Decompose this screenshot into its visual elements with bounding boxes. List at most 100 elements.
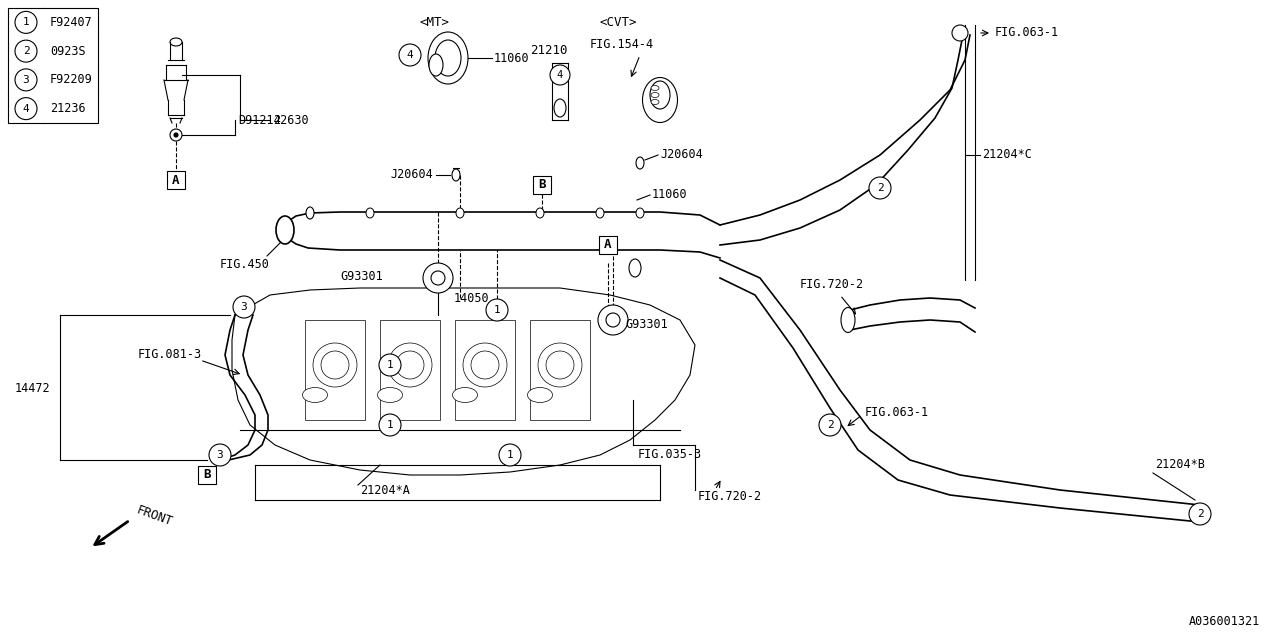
Ellipse shape — [652, 99, 659, 104]
Circle shape — [952, 25, 968, 41]
Text: 2: 2 — [23, 46, 29, 56]
Text: FIG.081-3: FIG.081-3 — [138, 349, 202, 362]
Ellipse shape — [841, 307, 855, 333]
Ellipse shape — [636, 157, 644, 169]
Circle shape — [598, 305, 628, 335]
Bar — [166, 171, 186, 189]
Text: B: B — [539, 179, 545, 191]
Text: FIG.035-3: FIG.035-3 — [637, 449, 703, 461]
Text: 4: 4 — [557, 70, 563, 80]
Text: J20604: J20604 — [660, 148, 703, 161]
Ellipse shape — [650, 81, 669, 109]
Ellipse shape — [628, 259, 641, 277]
Bar — [305, 320, 365, 420]
Text: 1: 1 — [507, 450, 513, 460]
Circle shape — [379, 354, 401, 376]
Bar — [532, 176, 550, 194]
Bar — [380, 320, 440, 420]
Circle shape — [15, 40, 37, 62]
Text: A: A — [604, 239, 612, 252]
Text: 1: 1 — [387, 360, 393, 370]
Text: A036001321: A036001321 — [1189, 615, 1260, 628]
Circle shape — [431, 271, 445, 285]
Text: 2: 2 — [877, 183, 883, 193]
Text: FIG.720-2: FIG.720-2 — [800, 278, 864, 291]
Ellipse shape — [302, 387, 328, 403]
Circle shape — [396, 351, 424, 379]
Ellipse shape — [453, 387, 477, 403]
Circle shape — [209, 444, 230, 466]
Bar — [8, 8, 99, 123]
Ellipse shape — [636, 208, 644, 218]
Ellipse shape — [452, 169, 460, 181]
Text: FRONT: FRONT — [134, 504, 174, 529]
Text: 14050: 14050 — [454, 291, 490, 305]
Text: J20604: J20604 — [390, 168, 433, 182]
Ellipse shape — [428, 32, 468, 84]
Text: 3: 3 — [216, 450, 224, 460]
Ellipse shape — [652, 93, 659, 97]
Circle shape — [15, 98, 37, 120]
Circle shape — [1189, 503, 1211, 525]
Ellipse shape — [554, 99, 566, 117]
Circle shape — [233, 296, 255, 318]
Text: F92407: F92407 — [50, 16, 92, 29]
Circle shape — [550, 65, 570, 85]
Text: 21204*A: 21204*A — [360, 483, 410, 497]
Ellipse shape — [596, 208, 604, 218]
Ellipse shape — [378, 387, 402, 403]
Ellipse shape — [306, 207, 314, 219]
Ellipse shape — [435, 40, 461, 76]
Text: 21236: 21236 — [50, 102, 86, 115]
Text: 14472: 14472 — [15, 381, 51, 394]
Text: 4: 4 — [407, 50, 413, 60]
Text: G93301: G93301 — [625, 319, 668, 332]
Circle shape — [174, 133, 178, 137]
Circle shape — [499, 444, 521, 466]
Ellipse shape — [456, 208, 465, 218]
Text: 1: 1 — [494, 305, 500, 315]
Text: G93301: G93301 — [340, 271, 383, 284]
Ellipse shape — [276, 216, 294, 244]
Text: FIG.154-4: FIG.154-4 — [590, 38, 654, 51]
Text: 21204*C: 21204*C — [982, 148, 1032, 161]
Circle shape — [547, 351, 573, 379]
Circle shape — [388, 343, 433, 387]
Circle shape — [463, 343, 507, 387]
Text: D91214: D91214 — [238, 113, 280, 127]
Circle shape — [321, 351, 349, 379]
Ellipse shape — [527, 387, 553, 403]
Circle shape — [471, 351, 499, 379]
Circle shape — [819, 414, 841, 436]
Text: A: A — [173, 173, 179, 186]
Text: 1: 1 — [387, 420, 393, 430]
Text: 1: 1 — [23, 17, 29, 28]
Text: 3: 3 — [241, 302, 247, 312]
Text: FIG.720-2: FIG.720-2 — [698, 490, 762, 504]
Bar — [198, 466, 216, 484]
Text: <MT>: <MT> — [420, 15, 451, 29]
Text: B: B — [204, 468, 211, 481]
Ellipse shape — [643, 77, 677, 122]
Bar — [530, 320, 590, 420]
Circle shape — [422, 263, 453, 293]
Circle shape — [314, 343, 357, 387]
Ellipse shape — [366, 208, 374, 218]
Text: FIG.063-1: FIG.063-1 — [865, 406, 929, 419]
Text: 21210: 21210 — [530, 44, 567, 56]
Circle shape — [605, 313, 620, 327]
Text: 2: 2 — [827, 420, 833, 430]
Circle shape — [170, 129, 182, 141]
Bar — [599, 236, 617, 254]
Ellipse shape — [536, 208, 544, 218]
Circle shape — [538, 343, 582, 387]
Text: 3: 3 — [23, 75, 29, 85]
Circle shape — [869, 177, 891, 199]
Text: 22630: 22630 — [273, 113, 308, 127]
Text: <CVT>: <CVT> — [600, 15, 637, 29]
Text: F92209: F92209 — [50, 74, 92, 86]
Circle shape — [486, 299, 508, 321]
Circle shape — [15, 69, 37, 91]
Circle shape — [15, 12, 37, 33]
Bar — [454, 320, 515, 420]
